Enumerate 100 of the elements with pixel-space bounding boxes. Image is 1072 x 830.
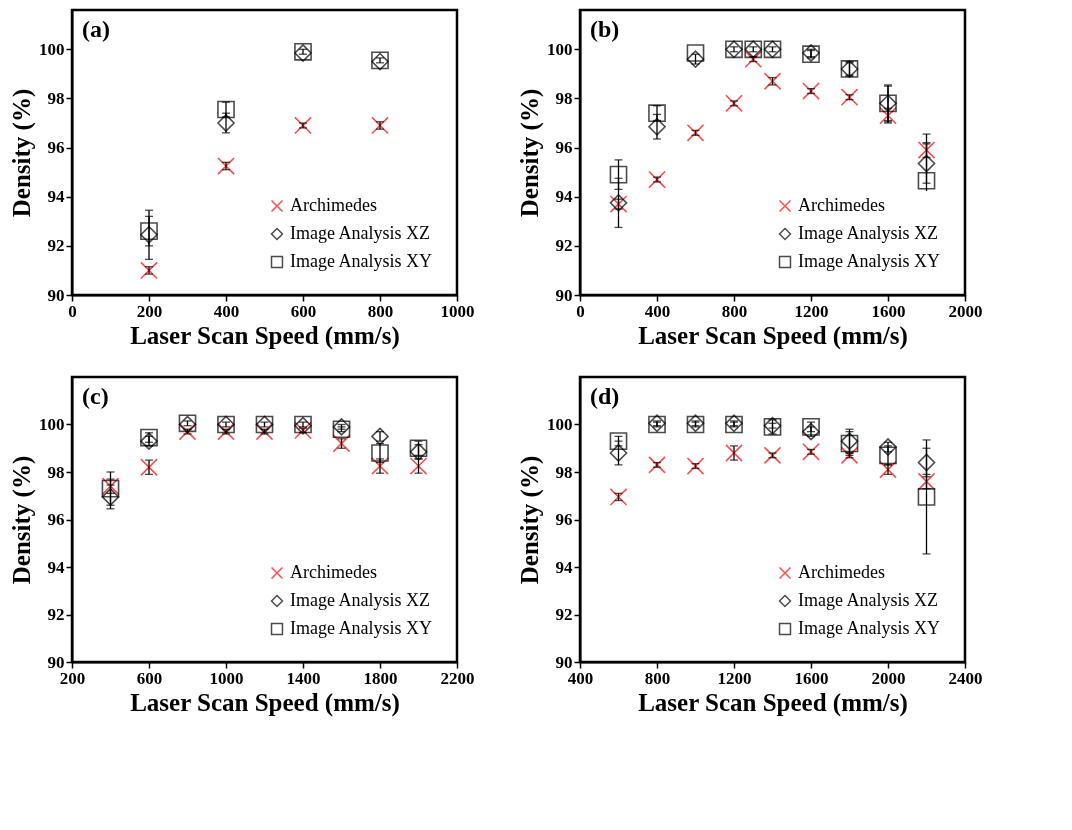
x-tick-label: 1000 bbox=[209, 668, 244, 688]
x-tick-label: 1200 bbox=[794, 301, 829, 321]
y-tick-label: 100 bbox=[547, 415, 573, 434]
y-tick-label: 92 bbox=[555, 605, 573, 624]
chart-title: (b) bbox=[590, 16, 620, 42]
y-tick-label: 92 bbox=[47, 236, 65, 256]
x-tick-label: 800 bbox=[644, 668, 671, 688]
y-tick-label: 92 bbox=[555, 236, 573, 256]
x-tick-label: 600 bbox=[290, 301, 317, 321]
x-tick-label: 800 bbox=[721, 301, 748, 321]
x-axis-title: Laser Scan Speed (mm/s) bbox=[638, 321, 908, 350]
point bbox=[609, 432, 628, 450]
legend-label: Image Analysis XY bbox=[290, 251, 432, 271]
point bbox=[140, 225, 158, 244]
legend-label: Image Analysis XZ bbox=[290, 590, 430, 610]
chart-title: (c) bbox=[82, 383, 109, 409]
x-tick-label: 400 bbox=[213, 301, 240, 321]
legend-label: Image Analysis XY bbox=[798, 618, 940, 638]
x-tick-label: 1400 bbox=[286, 668, 321, 688]
y-tick-label: 100 bbox=[39, 415, 65, 434]
point bbox=[917, 171, 936, 190]
y-tick-label: 98 bbox=[555, 88, 573, 108]
y-tick-label: 90 bbox=[47, 285, 65, 305]
y-tick-label: 98 bbox=[555, 462, 573, 482]
point bbox=[686, 44, 705, 62]
y-axis-title: Density (%) bbox=[8, 88, 36, 218]
y-axis-title: Density (%) bbox=[516, 455, 544, 585]
legend-label: Archimedes bbox=[290, 562, 377, 582]
y-tick-label: 100 bbox=[39, 39, 65, 59]
point bbox=[763, 446, 782, 465]
point bbox=[648, 456, 666, 474]
legend-label: Image Analysis XZ bbox=[798, 590, 938, 610]
chart-title: (d) bbox=[590, 383, 620, 409]
x-tick-label: 2200 bbox=[440, 668, 475, 688]
point bbox=[609, 444, 628, 462]
point bbox=[686, 50, 705, 68]
point bbox=[917, 488, 936, 506]
point bbox=[294, 116, 312, 135]
point bbox=[840, 446, 859, 465]
y-axis-title: Density (%) bbox=[516, 88, 544, 218]
y-tick-label: 94 bbox=[555, 187, 573, 207]
point bbox=[840, 88, 859, 107]
x-tick-label: 2400 bbox=[948, 668, 983, 688]
point bbox=[609, 165, 628, 184]
legend-label: Archimedes bbox=[290, 195, 377, 215]
point bbox=[802, 82, 820, 100]
y-tick-label: 96 bbox=[555, 510, 573, 529]
point bbox=[648, 117, 666, 136]
point bbox=[332, 434, 351, 453]
point bbox=[763, 72, 782, 91]
point bbox=[178, 422, 197, 441]
y-tick-label: 92 bbox=[47, 605, 65, 624]
x-tick-label: 2000 bbox=[948, 301, 983, 321]
x-tick-label: 1000 bbox=[440, 301, 475, 321]
point bbox=[294, 421, 312, 440]
point bbox=[648, 170, 666, 189]
x-tick-label: 0 bbox=[576, 301, 585, 321]
point bbox=[802, 418, 820, 436]
y-axis-title: Density (%) bbox=[8, 455, 36, 585]
point bbox=[686, 457, 705, 475]
point bbox=[802, 442, 820, 461]
x-tick-label: 200 bbox=[136, 301, 163, 321]
x-axis-title: Laser Scan Speed (mm/s) bbox=[638, 688, 908, 717]
point bbox=[140, 428, 158, 447]
y-tick-label: 94 bbox=[555, 557, 573, 577]
x-axis-title: Laser Scan Speed (mm/s) bbox=[130, 321, 400, 350]
legend-label: Archimedes bbox=[798, 195, 885, 215]
point bbox=[686, 123, 705, 142]
point bbox=[371, 116, 389, 135]
point bbox=[744, 50, 763, 68]
point bbox=[140, 222, 158, 240]
chart-title: (a) bbox=[82, 16, 110, 42]
y-tick-label: 94 bbox=[47, 187, 65, 207]
point bbox=[371, 427, 389, 446]
point bbox=[648, 104, 666, 123]
x-tick-label: 1200 bbox=[717, 668, 752, 688]
legend-label: Image Analysis XY bbox=[290, 618, 432, 638]
point bbox=[725, 444, 743, 462]
point bbox=[140, 458, 158, 477]
legend-label: Archimedes bbox=[798, 562, 885, 582]
point bbox=[101, 488, 120, 506]
legend-label: Image Analysis XZ bbox=[290, 223, 430, 243]
x-tick-label: 800 bbox=[367, 301, 394, 321]
x-tick-label: 1600 bbox=[871, 301, 906, 321]
point bbox=[609, 488, 628, 506]
point bbox=[725, 94, 743, 113]
x-tick-label: 1800 bbox=[363, 668, 398, 688]
y-tick-label: 96 bbox=[555, 138, 573, 158]
x-tick-label: 0 bbox=[68, 301, 77, 321]
x-tick-label: 600 bbox=[136, 668, 163, 688]
point bbox=[217, 157, 235, 175]
point bbox=[371, 457, 389, 475]
x-tick-label: 400 bbox=[644, 301, 671, 321]
legend-label: Image Analysis XY bbox=[798, 251, 940, 271]
point bbox=[140, 432, 158, 450]
y-tick-label: 98 bbox=[47, 462, 65, 482]
y-tick-label: 94 bbox=[47, 557, 65, 577]
y-tick-label: 98 bbox=[47, 88, 65, 108]
x-tick-label: 1600 bbox=[794, 668, 829, 688]
y-tick-label: 96 bbox=[47, 138, 65, 158]
